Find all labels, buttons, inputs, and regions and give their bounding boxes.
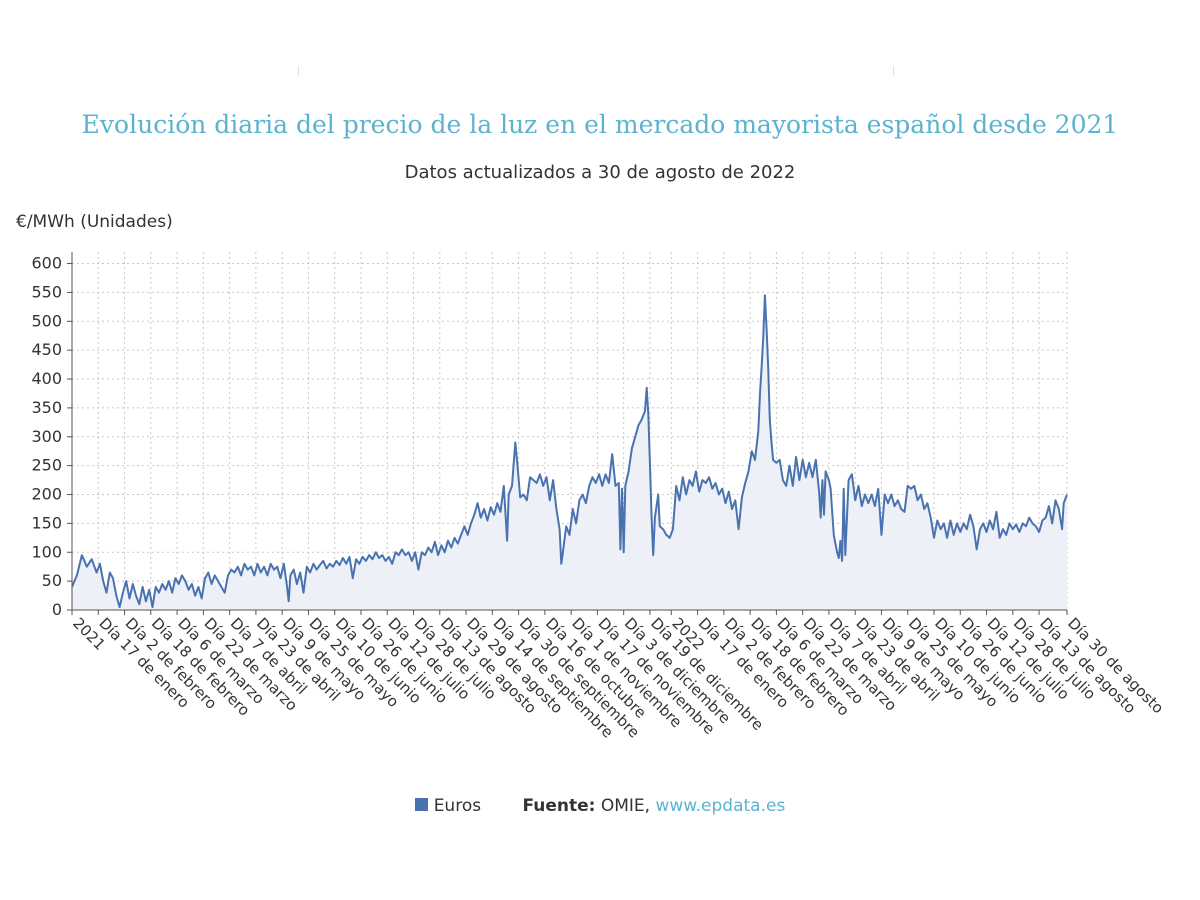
y-tick-label: 450 bbox=[31, 340, 62, 359]
y-ticks: 0 50 100 150 200 250 300 350 400 450 500 550 600 bbox=[31, 254, 72, 619]
y-tick-label: 50 bbox=[42, 571, 62, 590]
header-divider-right bbox=[893, 66, 894, 76]
source-text: OMIE, bbox=[600, 796, 651, 816]
header-divider-left bbox=[298, 66, 299, 76]
chart-axes bbox=[71, 252, 1067, 611]
y-tick-label: 0 bbox=[52, 600, 62, 619]
chart-subtitle: Datos actualizados a 30 de agosto de 202… bbox=[404, 162, 796, 183]
source-label: Fuente: bbox=[522, 796, 596, 816]
source-link[interactable]: www.epdata.es bbox=[655, 796, 786, 816]
legend-series-label: Euros bbox=[433, 796, 482, 816]
euros-area-fill bbox=[72, 295, 1067, 610]
y-tick-label: 150 bbox=[31, 513, 62, 532]
chart-area-layer bbox=[71, 294, 1068, 610]
y-tick-label: 500 bbox=[31, 311, 62, 330]
euros-series-line bbox=[71, 294, 1068, 609]
chart-grid bbox=[71, 252, 1068, 611]
y-tick-label: 600 bbox=[31, 254, 62, 273]
y-tick-label: 550 bbox=[31, 282, 62, 301]
chart-legend: Euros Fuente: OMIE, www.epdata.es bbox=[0, 796, 1200, 816]
y-tick-label: 200 bbox=[31, 485, 62, 504]
y-axis-label: €/MWh (Unidades) bbox=[16, 212, 173, 232]
chart-title: Evolución diaria del precio de la luz en… bbox=[81, 110, 1119, 139]
y-tick-label: 300 bbox=[31, 427, 62, 446]
y-tick-label: 250 bbox=[31, 456, 62, 475]
euros-legend-swatch bbox=[414, 797, 428, 811]
y-tick-label: 100 bbox=[31, 542, 62, 561]
y-tick-label: 350 bbox=[31, 398, 62, 417]
y-tick-label: 400 bbox=[31, 369, 62, 388]
